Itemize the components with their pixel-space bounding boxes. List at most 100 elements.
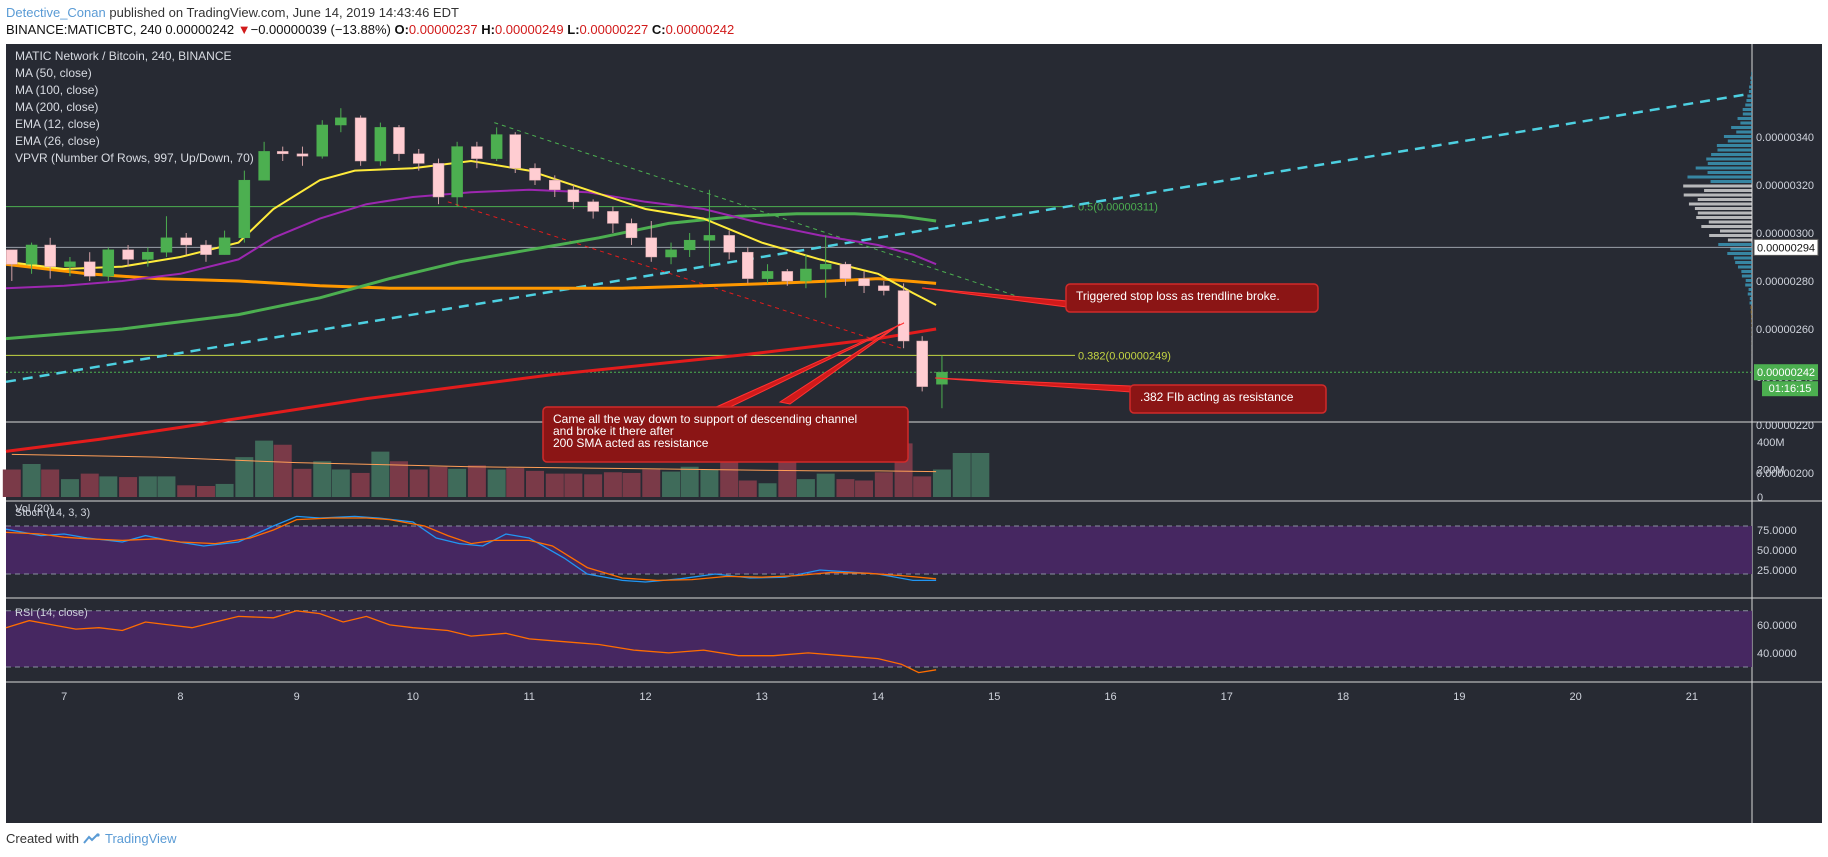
annotation-layer[interactable]: Triggered stop loss as trendline broke..… xyxy=(542,283,1327,463)
vpvr-bar xyxy=(1742,108,1752,111)
candle[interactable] xyxy=(335,117,347,126)
volume-bar xyxy=(41,469,60,497)
candle[interactable] xyxy=(258,151,270,181)
candle[interactable] xyxy=(916,340,928,387)
volume-bar xyxy=(177,485,196,497)
candle[interactable] xyxy=(529,167,541,181)
legend-line: VPVR (Number Of Rows, 997, Up/Down, 70) xyxy=(15,151,254,165)
vpvr-bar xyxy=(1683,184,1752,188)
candle[interactable] xyxy=(122,249,134,260)
candle[interactable] xyxy=(781,271,794,282)
chart-background xyxy=(6,44,1822,823)
time-tick-label: 12 xyxy=(639,691,651,703)
volume-tick-label: 200M xyxy=(1757,465,1785,477)
candle[interactable] xyxy=(471,146,483,159)
candle[interactable] xyxy=(683,239,696,251)
candle[interactable] xyxy=(567,189,580,203)
stochastic-pane[interactable]: 75.0000 50.0000 25.0000 Stoch (14, 3, 3) xyxy=(5,507,1797,583)
candle[interactable] xyxy=(218,237,231,255)
candle[interactable] xyxy=(83,261,96,277)
candle[interactable] xyxy=(451,146,463,198)
vpvr-bar xyxy=(1719,229,1752,233)
close-value: 0.00000242 xyxy=(665,22,735,37)
vpvr-bar xyxy=(1741,274,1752,278)
high-value: 0.00000249 xyxy=(494,22,564,37)
candle[interactable] xyxy=(819,263,832,270)
candle[interactable] xyxy=(858,278,870,287)
volume-bar xyxy=(874,472,893,497)
current-price-badge xyxy=(1754,364,1818,381)
candle[interactable] xyxy=(490,134,503,159)
vpvr-bar xyxy=(1731,126,1752,129)
candle[interactable] xyxy=(316,124,328,157)
vpvr-bar xyxy=(1749,85,1752,89)
candle[interactable] xyxy=(645,237,658,258)
candle[interactable] xyxy=(160,237,173,253)
candle[interactable] xyxy=(549,179,561,191)
vpvr-bar xyxy=(1737,117,1752,120)
volume-bar xyxy=(235,457,254,497)
candle[interactable] xyxy=(180,237,192,246)
volume-bar xyxy=(952,453,971,497)
chart-canvas[interactable]: 0.00000340 0.00000320 0.00000300 0.00000280… xyxy=(0,42,1828,827)
volume-bar xyxy=(255,440,274,497)
candle[interactable] xyxy=(354,117,367,162)
candle[interactable] xyxy=(625,223,638,239)
candle[interactable] xyxy=(200,244,212,255)
candle[interactable] xyxy=(897,290,910,342)
candle[interactable] xyxy=(276,151,289,155)
time-tick-label: 18 xyxy=(1337,691,1349,703)
vpvr-bar xyxy=(1737,265,1752,269)
candle[interactable] xyxy=(25,244,38,265)
channel-upper-line xyxy=(494,122,1030,301)
channel-pointer-a xyxy=(778,323,901,405)
candle[interactable] xyxy=(723,235,735,253)
volume-bar xyxy=(467,465,486,497)
candle[interactable] xyxy=(432,163,445,198)
author-link[interactable]: Detective_Conan xyxy=(6,5,106,20)
candle[interactable] xyxy=(393,127,405,155)
candle[interactable] xyxy=(665,249,677,258)
candle[interactable] xyxy=(44,244,56,267)
marker-price-text: 0.00000294 xyxy=(1757,242,1815,254)
volume-bar xyxy=(60,479,79,497)
candle[interactable] xyxy=(761,271,774,279)
candle[interactable] xyxy=(374,127,387,162)
legend-line: EMA (26, close) xyxy=(15,134,100,148)
candle[interactable] xyxy=(742,251,754,279)
time-axis[interactable]: 7 8 9 10 11 12 13 14 15 16 17 18 19 20 21 xyxy=(61,691,1698,703)
price-tick-label: 0.00000340 xyxy=(1756,132,1814,144)
candle[interactable] xyxy=(142,251,154,260)
candle[interactable] xyxy=(607,211,619,224)
vpvr-bar xyxy=(1735,261,1752,264)
candle[interactable] xyxy=(238,179,251,239)
candle[interactable] xyxy=(509,134,521,169)
vpvr-bar xyxy=(1718,243,1752,246)
vpvr-bar xyxy=(1694,207,1752,210)
channel-callout-box[interactable] xyxy=(542,406,909,463)
volume-tick-label: 0 xyxy=(1757,492,1763,504)
candle[interactable] xyxy=(412,153,425,164)
volume-bar xyxy=(796,479,815,497)
tradingview-brand[interactable]: TradingView xyxy=(104,831,177,846)
candle[interactable] xyxy=(296,153,309,157)
vpvr-bar xyxy=(1716,144,1752,147)
candle[interactable] xyxy=(878,285,890,291)
fib-callout-box[interactable] xyxy=(1129,384,1327,414)
time-tick-label: 8 xyxy=(177,691,183,703)
rsi-pane[interactable]: 60.0000 40.0000 RSI (14, close) xyxy=(5,607,1797,674)
main-price-pane[interactable]: 0.00000340 0.00000320 0.00000300 0.00000280… xyxy=(5,44,1822,823)
candle[interactable] xyxy=(839,263,852,279)
legend-line: MATIC Network / Bitcoin, 240, BINANCE xyxy=(15,49,232,63)
candle[interactable] xyxy=(64,261,76,267)
price-change: −0.00000039 (−13.88%) xyxy=(250,22,391,37)
candle[interactable] xyxy=(102,249,115,277)
candle[interactable] xyxy=(800,268,812,282)
candle[interactable] xyxy=(703,235,716,241)
candle[interactable] xyxy=(6,249,18,265)
vpvr-bar xyxy=(1687,175,1752,179)
stop-loss-callout-box[interactable] xyxy=(1065,283,1319,313)
vpvr-bar xyxy=(1711,153,1752,156)
candle[interactable] xyxy=(587,201,599,212)
indicator-legend: MATIC Network / Bitcoin, 240, BINANCE MA … xyxy=(15,49,254,165)
